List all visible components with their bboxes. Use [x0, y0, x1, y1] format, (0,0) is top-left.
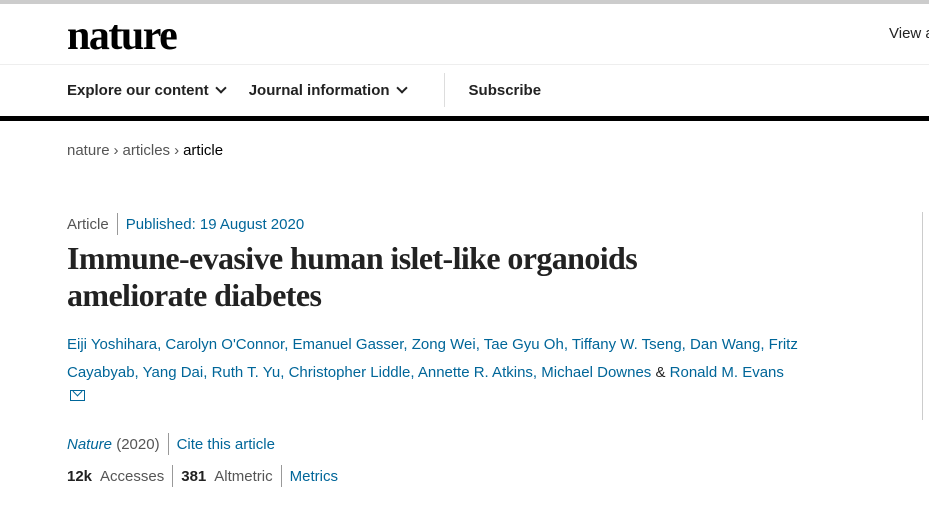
published-date: Published: 19 August 2020 [125, 215, 305, 233]
view-link[interactable]: View a [889, 25, 929, 42]
author-link[interactable]: Eiji Yoshihara [67, 336, 158, 353]
author-link[interactable]: Ronald M. Evans [669, 364, 784, 381]
author-link[interactable]: Zong Wei [411, 336, 476, 353]
author-link[interactable]: Ruth T. Yu [211, 364, 281, 381]
altmetric-score: 381 [181, 467, 207, 485]
accesses-label: Accesses [100, 467, 165, 485]
author-list: Eiji Yoshihara, Carolyn O'Connor, Emanue… [67, 336, 798, 381]
author-link[interactable]: Michael Downes [541, 364, 652, 381]
author-link[interactable]: Tiffany W. Tseng [571, 336, 682, 353]
nav-label: Explore our content [67, 81, 209, 99]
citation-line: Nature (2020) Cite this article [67, 433, 275, 455]
divider [0, 64, 929, 65]
side-panel-edge [922, 212, 929, 420]
browser-top-bar [0, 0, 929, 4]
author-link[interactable]: Tae Gyu Oh [483, 336, 564, 353]
breadcrumb: nature › articles › article [67, 142, 223, 159]
author-link[interactable]: Fritz Cayabyab [67, 336, 798, 381]
nature-logo[interactable]: nature [67, 13, 178, 59]
nav-explore-content[interactable]: Explore our content [67, 81, 227, 99]
article-meta: Article Published: 19 August 2020 [67, 213, 304, 235]
metrics-link[interactable]: Metrics [289, 467, 338, 485]
author-link[interactable]: Carolyn O'Connor [165, 336, 285, 353]
email-icon[interactable] [70, 390, 85, 401]
divider [116, 213, 118, 235]
breadcrumb-article: article [183, 142, 224, 159]
author-link[interactable]: Christopher Liddle [288, 364, 411, 381]
chevron-down-icon [215, 82, 227, 94]
author-link[interactable]: Dan Wang [690, 336, 761, 353]
main-nav: Explore our content Journal information … [67, 64, 565, 116]
divider [167, 433, 169, 455]
nav-label: Journal information [248, 81, 390, 99]
breadcrumb-nature[interactable]: nature [67, 142, 110, 159]
breadcrumb-separator: › [174, 142, 180, 159]
nav-underline [0, 116, 929, 121]
journal-year: (2020) [116, 435, 160, 453]
nav-subscribe[interactable]: Subscribe [468, 81, 542, 99]
divider [280, 465, 282, 487]
breadcrumb-articles[interactable]: articles [122, 142, 171, 159]
article-title: Immune-evasive human islet-like organoid… [67, 240, 638, 313]
chevron-down-icon [395, 82, 408, 94]
altmetric-label: Altmetric [214, 467, 273, 485]
author-link[interactable]: Yang Dai [142, 364, 204, 381]
journal-name[interactable]: Nature [67, 435, 113, 453]
divider [172, 465, 174, 487]
article-type: Article [67, 215, 109, 233]
nav-journal-information[interactable]: Journal information [248, 81, 408, 99]
accesses-count: 12k [67, 467, 93, 485]
cite-this-article-link[interactable]: Cite this article [176, 435, 275, 453]
article-metrics: 12k Accesses 381 Altmetric Metrics [67, 465, 338, 487]
author-link[interactable]: Emanuel Gasser [292, 336, 404, 353]
nav-divider [443, 73, 445, 107]
author-link[interactable]: Annette R. Atkins [417, 364, 533, 381]
breadcrumb-separator: › [113, 142, 119, 159]
